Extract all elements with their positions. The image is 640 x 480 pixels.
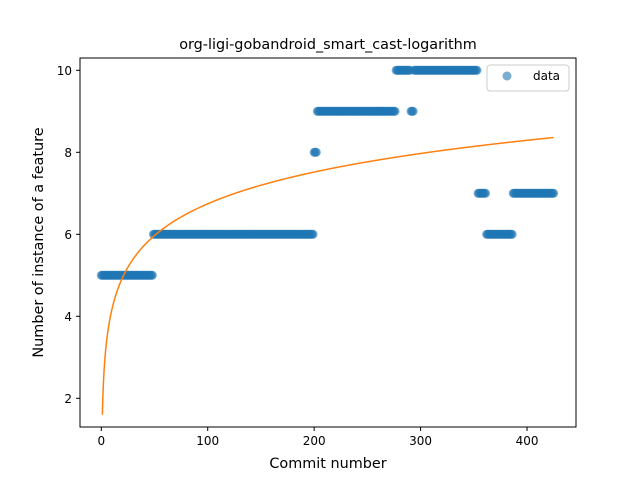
data-point — [147, 270, 157, 280]
legend-label-data: data — [533, 69, 560, 83]
legend-box — [486, 64, 570, 92]
data-point — [507, 229, 517, 239]
x-tick-label: 100 — [196, 434, 219, 448]
plot-area — [96, 65, 559, 415]
data-point — [549, 188, 559, 198]
data-point — [390, 106, 400, 116]
data-point — [308, 229, 318, 239]
y-axis-label: Number of instance of a feature — [31, 127, 47, 357]
x-axis-ticks: 0 100 200 300 400 — [97, 427, 538, 448]
x-tick-label: 0 — [97, 434, 105, 448]
x-tick-label: 300 — [409, 434, 432, 448]
legend-marker-data — [502, 71, 512, 81]
plot-frame — [79, 57, 577, 428]
data-point — [472, 65, 482, 75]
fit-line-path — [101, 136, 554, 415]
y-tick-label: 8 — [64, 146, 72, 160]
y-tick-label: 6 — [64, 228, 72, 242]
legend: data — [486, 64, 570, 92]
chart-title: org-ligi-gobandroid_smart_cast-logarithm — [179, 37, 477, 53]
x-tick-label: 200 — [303, 434, 326, 448]
series-fit-line — [101, 136, 554, 415]
x-axis-label: Commit number — [269, 456, 386, 472]
y-tick-label: 10 — [57, 64, 72, 78]
data-point — [311, 147, 321, 157]
series-data — [96, 65, 559, 280]
y-axis-ticks: 2 4 6 8 10 — [57, 64, 80, 406]
y-tick-label: 2 — [64, 392, 72, 406]
data-point — [481, 188, 491, 198]
y-tick-label: 4 — [64, 310, 72, 324]
x-tick-label: 400 — [516, 434, 539, 448]
data-point — [408, 106, 418, 116]
